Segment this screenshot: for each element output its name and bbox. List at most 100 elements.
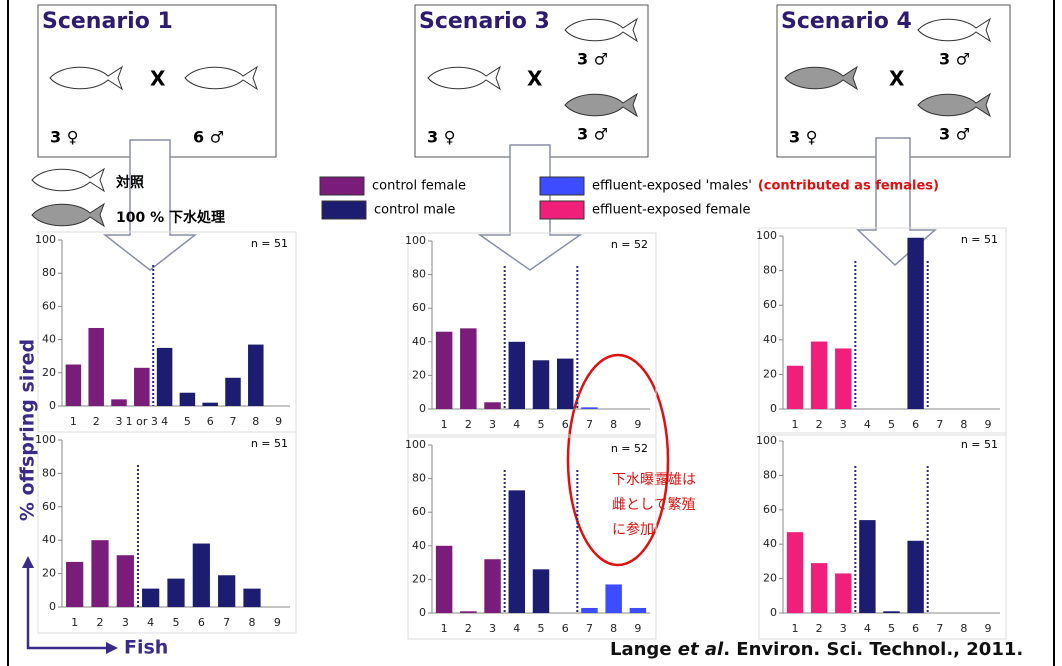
arrow-head [106,642,118,654]
slide: % offspring sired Fish Lange et al. Envi… [0,0,1062,666]
female-count: 3 ♀ [427,128,455,147]
y-tick-label: 20 [412,368,426,381]
x-tick-label: 9 [274,616,281,629]
y-tick-label: 0 [770,606,777,619]
bar [436,546,452,613]
y-tick-label: 20 [763,367,777,380]
key-label: 対照 [115,174,144,191]
bar [66,365,82,407]
female-count: 3 ♀ [50,128,78,147]
bar [88,328,104,406]
x-tick-label: 3 [489,418,496,431]
bar [193,544,210,607]
bar [509,342,525,409]
y-tick-label: 40 [412,335,426,348]
male-count: 3 ♂ [939,125,970,144]
annotation: 雌として繁殖 [612,496,696,513]
bar [484,559,500,613]
x-tick-label: 2 [816,418,823,431]
y-tick-label: 100 [405,438,426,451]
male-count: 3 ♂ [939,50,970,69]
x-tick-label: 3 [840,418,847,431]
x-tick-label: 2 [465,418,472,431]
x-tick-label: 6 [912,418,919,431]
citation-etal: et al [678,639,724,660]
x-tick-label: 3 [116,415,123,428]
citation: Lange et al. Environ. Sci. Technol., 201… [610,639,1023,660]
x-tick-label: 5 [173,616,180,629]
x-tick-label: 9 [275,415,282,428]
legend-swatch [320,177,364,195]
x-tick-label: 7 [586,622,593,635]
bar [811,563,827,613]
x-tick-label: 1 [792,418,799,431]
citation-rest: . Environ. Sci. Technol., 2011. [723,639,1023,660]
sample-size: n = 51 [961,233,998,246]
y-tick-label: 0 [419,606,426,619]
bar [883,611,899,613]
y-tick-label: 40 [763,537,777,550]
male-count: 6 ♂ [193,128,224,147]
bar [436,332,452,409]
x-tick-label: 5 [538,418,545,431]
x-axis-label: Fish [124,637,168,659]
x-tick-label: 1 [792,622,799,635]
scenario-title: Scenario 3 [419,9,550,34]
y-tick-label: 100 [405,234,426,247]
bar [509,490,525,613]
bar [142,589,159,607]
x-tick-label: 8 [610,622,617,635]
legend-swatch [540,177,584,195]
x-tick-label: 9 [984,622,991,635]
legend-label: effluent-exposed 'males' [592,179,752,194]
y-tick-label: 20 [42,567,56,580]
x-tick-label: 4 [864,418,871,431]
x-tick-label: 5 [888,418,895,431]
x-tick-label: 2 [93,415,100,428]
x-tick-label: 4 [147,616,154,629]
arrow-head [22,556,34,568]
y-tick-label: 40 [412,539,426,552]
y-tick-label: 60 [412,301,426,314]
bar [134,368,150,406]
x-tick-label: 5 [538,622,545,635]
bar [907,238,923,409]
bar [111,399,127,406]
y-tick-label: 80 [763,264,777,277]
bar [157,348,173,406]
bar [117,555,134,607]
legend-label: effluent-exposed female [592,203,750,218]
x-tick-label: 1 [441,418,448,431]
bar [460,611,476,613]
male-count: 3 ♂ [577,125,608,144]
x-tick-label: 8 [252,415,259,428]
y-tick-label: 60 [42,299,56,312]
bar [811,342,827,409]
y-tick-label: 40 [42,333,56,346]
x-tick-label: 7 [223,616,230,629]
sample-size: n = 51 [251,237,288,250]
bar [557,359,573,409]
x-tick-label: 2 [465,622,472,635]
cross: X [889,67,905,91]
x-tick-label: 9 [634,418,641,431]
x-tick-label: 5 [184,415,191,428]
bar [605,584,621,613]
legend-label: control male [374,203,455,218]
x-tick-label: 1 [71,616,78,629]
bar [180,393,196,406]
sample-size: n = 51 [961,438,998,451]
annotation: 下水曝露雄は [612,472,696,488]
x-tick-label: 6 [562,418,569,431]
bar [581,407,597,409]
sample-size: n = 51 [251,437,288,450]
bar [581,608,597,613]
sample-size: n = 52 [611,442,648,455]
x-tick-label: 7 [936,418,943,431]
y-tick-label: 100 [756,229,777,242]
bar [484,402,500,409]
bar [787,532,803,613]
y-tick-label: 100 [35,433,56,446]
x-tick-label: 3 [840,622,847,635]
bar [835,348,851,409]
